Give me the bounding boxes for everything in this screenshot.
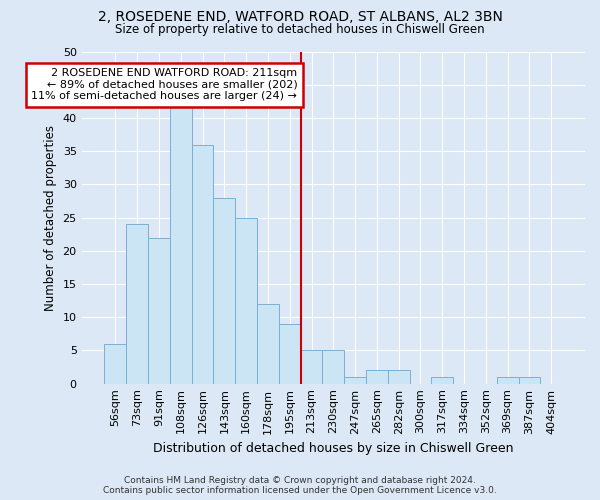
Text: Contains HM Land Registry data © Crown copyright and database right 2024.
Contai: Contains HM Land Registry data © Crown c… — [103, 476, 497, 495]
Bar — [235, 218, 257, 384]
Bar — [191, 144, 214, 384]
Bar — [497, 377, 518, 384]
Bar — [279, 324, 301, 384]
Bar — [322, 350, 344, 384]
Bar — [257, 304, 279, 384]
Bar — [126, 224, 148, 384]
Text: 2 ROSEDENE END WATFORD ROAD: 211sqm
← 89% of detached houses are smaller (202)
1: 2 ROSEDENE END WATFORD ROAD: 211sqm ← 89… — [31, 68, 298, 102]
Text: 2, ROSEDENE END, WATFORD ROAD, ST ALBANS, AL2 3BN: 2, ROSEDENE END, WATFORD ROAD, ST ALBANS… — [98, 10, 502, 24]
Bar — [366, 370, 388, 384]
Bar — [301, 350, 322, 384]
Bar — [170, 104, 191, 384]
Bar — [388, 370, 410, 384]
Bar — [104, 344, 126, 384]
Bar — [431, 377, 453, 384]
Bar — [148, 238, 170, 384]
Bar — [344, 377, 366, 384]
Bar — [518, 377, 541, 384]
Bar — [214, 198, 235, 384]
X-axis label: Distribution of detached houses by size in Chiswell Green: Distribution of detached houses by size … — [153, 442, 514, 455]
Y-axis label: Number of detached properties: Number of detached properties — [44, 124, 57, 310]
Text: Size of property relative to detached houses in Chiswell Green: Size of property relative to detached ho… — [115, 22, 485, 36]
